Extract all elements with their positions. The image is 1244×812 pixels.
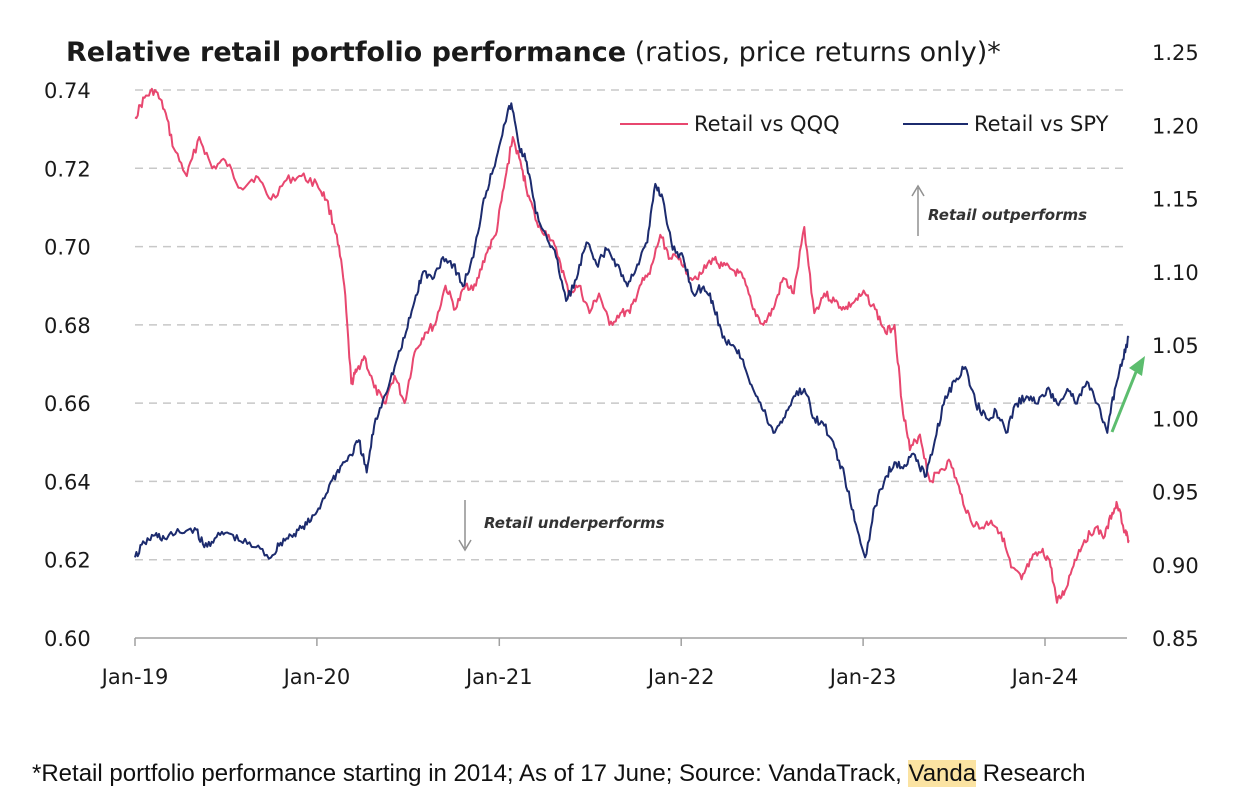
x-tick-label: Jan-20 (282, 665, 351, 689)
y-right-tick-label: 0.95 (1152, 481, 1199, 505)
series-lines (134, 87, 1130, 604)
chart-title-main: Relative retail portfolio performance (66, 37, 626, 68)
up-arrowhead-icon (911, 184, 925, 197)
legend-label-retail-vs-spy: Retail vs SPY (974, 112, 1109, 136)
y-left-tick-label: 0.64 (44, 470, 91, 494)
down-arrowhead-icon (458, 539, 472, 552)
annotation-underperform: Retail underperforms (458, 500, 665, 552)
x-tick-label: Jan-24 (1010, 665, 1079, 689)
chart-title-sub: (ratios, price returns only)* (626, 37, 1001, 68)
y-left-tick-label: 0.70 (44, 236, 91, 260)
chart-title: Relative retail portfolio performance (r… (66, 37, 1001, 68)
y-right-tick-label: 1.25 (1152, 41, 1199, 65)
y-left-tick-label: 0.72 (44, 157, 91, 181)
annotation-outperform-text: Retail outperforms (928, 206, 1087, 224)
y-right-tick-label: 1.15 (1152, 188, 1199, 212)
y-left-tick-label: 0.62 (44, 549, 91, 573)
x-tick-label: Jan-22 (646, 665, 715, 689)
x-tick-labels: Jan-19 Jan-20 Jan-21 Jan-22 Jan-23 Jan-24 (100, 665, 1079, 689)
x-tick-label: Jan-23 (828, 665, 897, 689)
footnote: *Retail portfolio performance starting i… (32, 760, 1086, 788)
series-line-retail-vs-qqq (134, 87, 1130, 604)
legend: Retail vs QQQ Retail vs SPY (620, 112, 1109, 136)
footnote-highlight: Vanda (908, 760, 977, 787)
annotation-underperform-text: Retail underperforms (484, 514, 665, 532)
footnote-text-end: Research (976, 760, 1086, 787)
green-trend-arrow-icon (1110, 356, 1145, 433)
y-right-tick-label: 1.05 (1152, 334, 1199, 358)
annotation-outperform: Retail outperforms (911, 184, 1087, 236)
y-right-tick-label: 1.10 (1152, 261, 1199, 285)
x-tick-label: Jan-21 (464, 665, 533, 689)
grid-lines (135, 89, 1127, 561)
series-line-retail-vs-spy (134, 102, 1130, 560)
footnote-text: *Retail portfolio performance starting i… (32, 760, 909, 787)
chart: Relative retail portfolio performance (r… (44, 37, 1199, 689)
x-axis (134, 637, 1127, 646)
legend-label-retail-vs-qqq: Retail vs QQQ (694, 112, 840, 136)
x-tick-label: Jan-19 (100, 665, 169, 689)
y-right-tick-label: 1.00 (1152, 407, 1199, 431)
y-right-axis: 0.85 0.90 0.95 1.00 1.05 1.10 1.15 1.20 1.25 (1152, 41, 1199, 651)
y-left-tick-label: 0.66 (44, 392, 91, 416)
y-left-tick-label: 0.74 (44, 79, 91, 103)
y-right-tick-label: 1.20 (1152, 114, 1199, 138)
y-left-tick-label: 0.60 (44, 627, 91, 651)
y-right-tick-label: 0.90 (1152, 554, 1199, 578)
y-right-tick-label: 0.85 (1152, 627, 1199, 651)
y-left-axis: 0.60 0.62 0.64 0.66 0.68 0.70 0.72 0.74 (44, 79, 91, 651)
y-left-tick-label: 0.68 (44, 314, 91, 338)
